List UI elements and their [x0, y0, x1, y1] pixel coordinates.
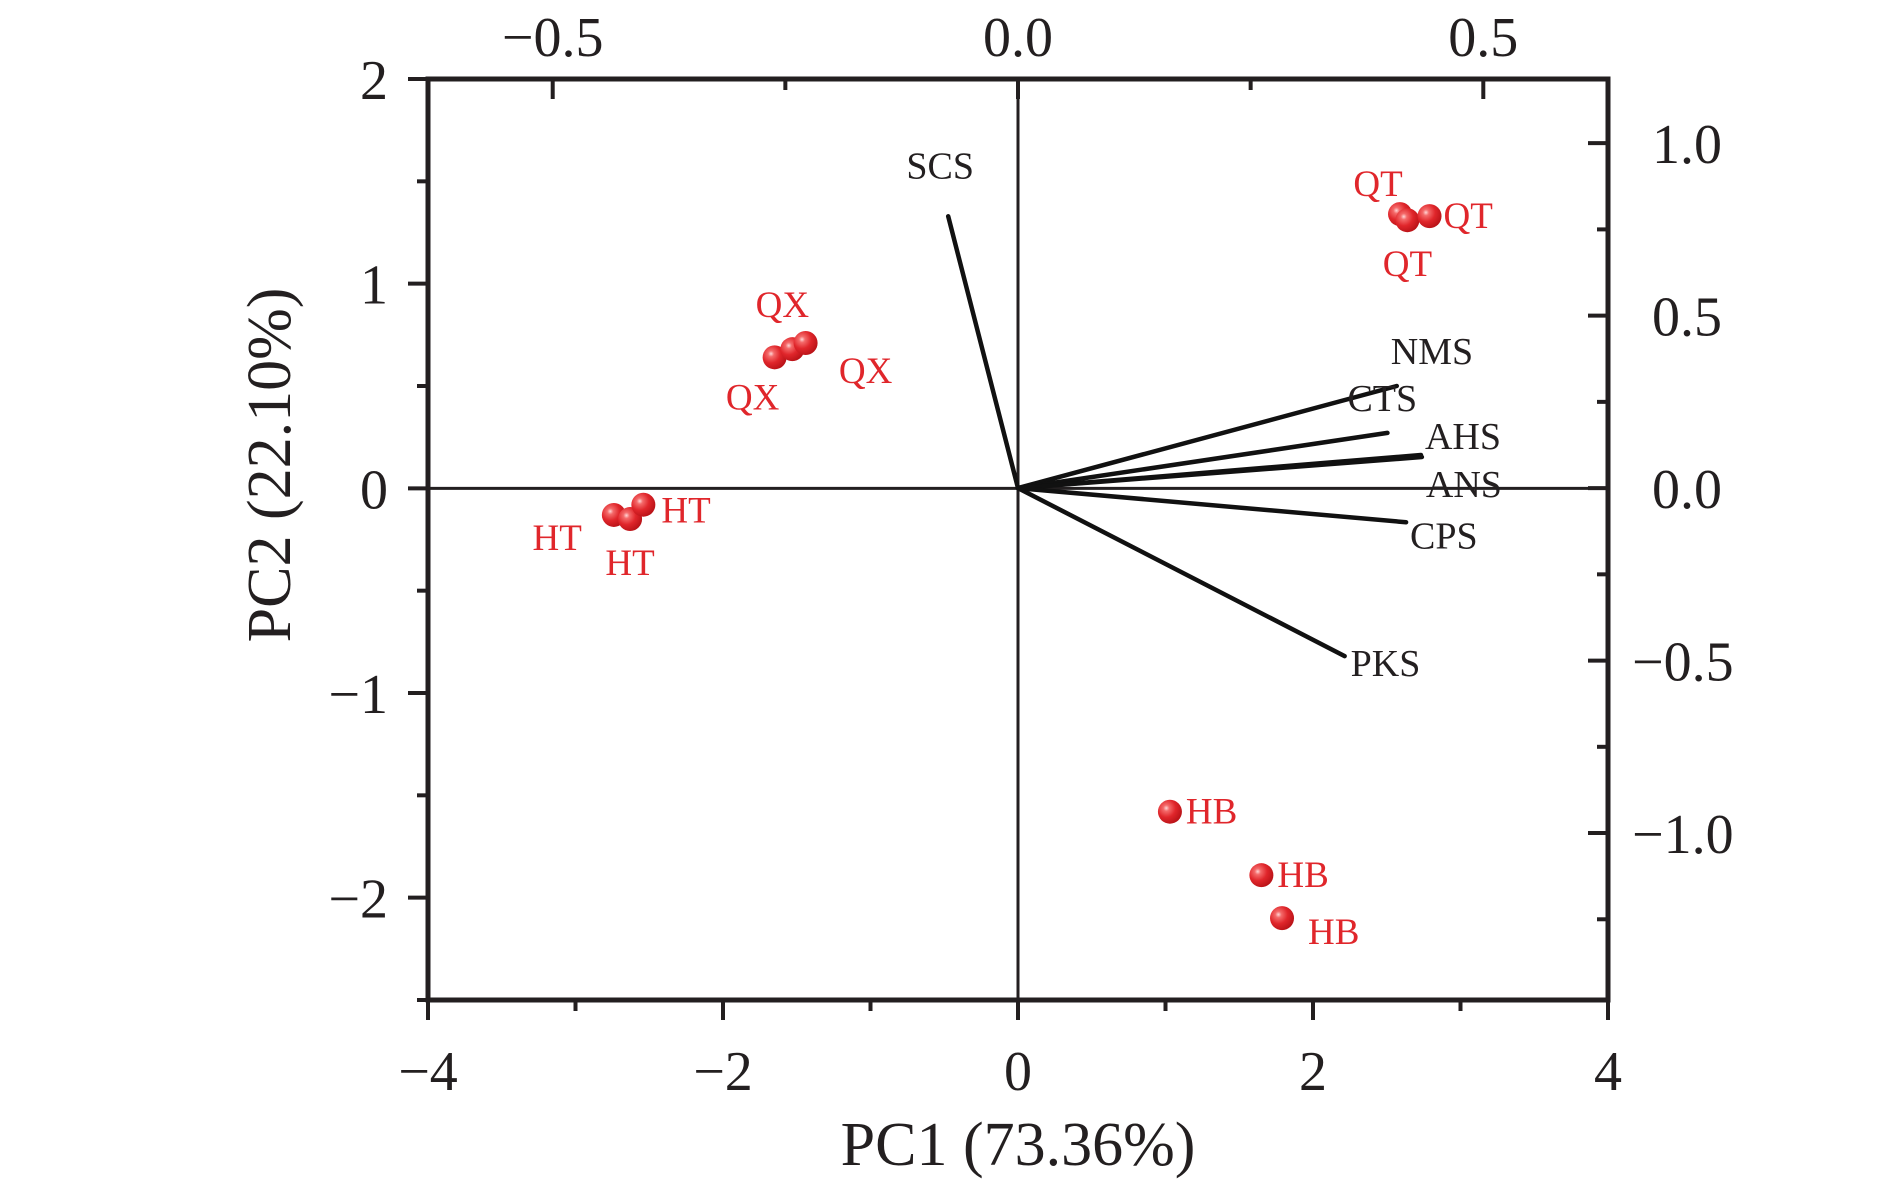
- score-point-hb: [1249, 863, 1274, 888]
- loading-vector-ans: [1015, 454, 1425, 491]
- y-tick-label: −2: [328, 869, 388, 931]
- score-point-qt: [1395, 208, 1420, 233]
- y-tick-label: 2: [360, 50, 388, 112]
- top-tick-label: 0.0: [983, 7, 1053, 69]
- y-tick-label: 1: [360, 255, 388, 317]
- score-label-qt: QT: [1383, 244, 1432, 285]
- x-tick-label: 4: [1594, 1041, 1622, 1103]
- loading-label-pks: PKS: [1351, 643, 1421, 685]
- score-label-ht: HT: [533, 518, 582, 559]
- axis-ticks: −4 −2 0 2 4 2 1 0 −1 −2 −0.5 0.0 0.5 1.0 0.5 0.0 −0.5 −1.…: [328, 7, 1733, 1103]
- top-tick-label: −0.5: [502, 7, 604, 69]
- right-tick-label: −1.0: [1632, 804, 1734, 866]
- score-point-hb: [1270, 906, 1295, 931]
- loading-vector-pks: [1015, 485, 1347, 659]
- right-tick-label: 0.5: [1652, 287, 1722, 349]
- score-label-qt: QT: [1444, 196, 1493, 237]
- score-label-qx: QX: [839, 351, 893, 392]
- loading-label-cts: CTS: [1347, 378, 1417, 420]
- y-tick-label: −1: [328, 664, 388, 726]
- score-label-qx: QX: [756, 285, 810, 326]
- score-point-ht: [631, 492, 656, 517]
- score-label-hb: HB: [1308, 912, 1359, 953]
- x-tick-label: 0: [1004, 1041, 1032, 1103]
- score-label-hb: HB: [1186, 792, 1237, 833]
- score-label-ht: HT: [605, 543, 654, 584]
- loading-label-ans: ANS: [1426, 464, 1502, 506]
- right-tick-label: 0.0: [1652, 459, 1722, 521]
- score-label-hb: HB: [1277, 855, 1328, 896]
- score-point-qt: [1417, 204, 1442, 229]
- x-tick-label: −4: [398, 1041, 458, 1103]
- top-tick-label: 0.5: [1448, 7, 1518, 69]
- right-tick-label: −0.5: [1632, 632, 1734, 694]
- x-tick-label: −2: [693, 1041, 753, 1103]
- loading-vector-scs: [945, 214, 1021, 491]
- loading-label-scs: SCS: [906, 145, 974, 187]
- x-tick-label: 2: [1299, 1041, 1327, 1103]
- score-label-ht: HT: [661, 491, 710, 532]
- score-label-qx: QX: [726, 377, 780, 418]
- loading-vector-cts: [1015, 430, 1390, 491]
- loading-label-cps: CPS: [1410, 515, 1478, 557]
- score-point-qx: [793, 331, 818, 356]
- y-axis-title: PC2 (22.10%): [236, 288, 304, 643]
- loading-label-ahs: AHS: [1425, 416, 1501, 458]
- x-axis-title: PC1 (73.36%): [841, 1111, 1196, 1179]
- right-tick-label: 1.0: [1652, 114, 1722, 176]
- y-tick-label: 0: [360, 459, 388, 521]
- loading-vector-cps: [1015, 485, 1409, 525]
- score-label-qt: QT: [1353, 164, 1402, 205]
- score-point-hb: [1157, 799, 1182, 824]
- loading-label-nms: NMS: [1391, 331, 1473, 373]
- loading-vector-nms: [1015, 383, 1400, 491]
